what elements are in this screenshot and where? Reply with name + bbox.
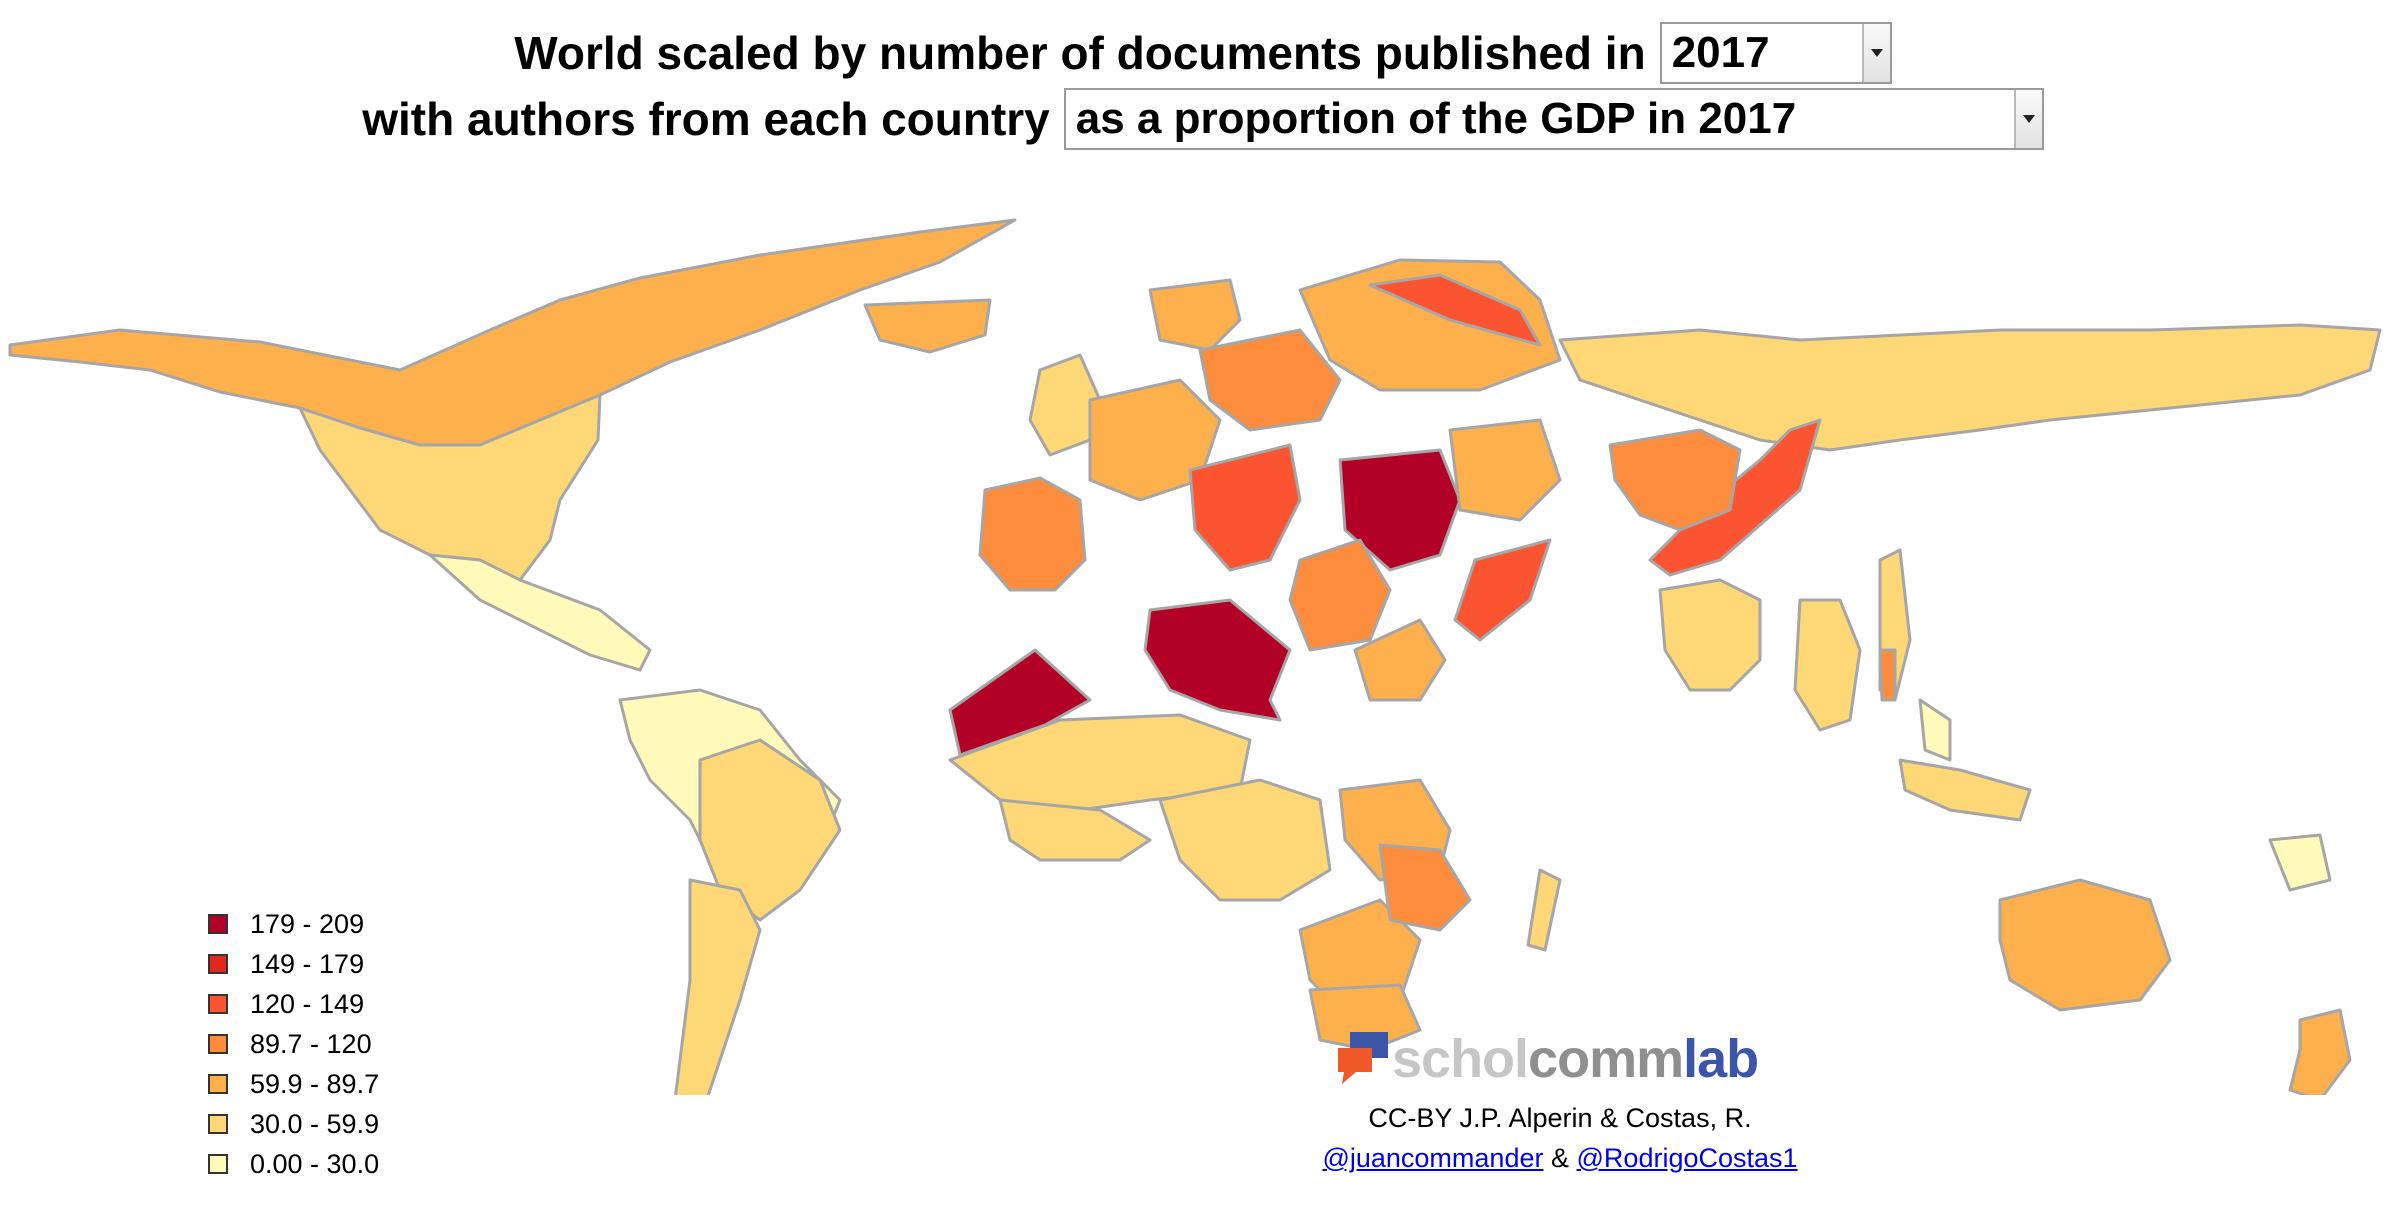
- region-central-america: [428, 553, 652, 672]
- juancommander-link[interactable]: @juancommander: [1322, 1143, 1544, 1173]
- logo-text: scholcommlab: [1392, 1028, 1759, 1090]
- region-india: [1658, 578, 1762, 692]
- title-text-2: with authors from each country: [362, 93, 1050, 145]
- legend-item: 179 - 209: [208, 904, 379, 944]
- rodrigocostas-link[interactable]: @RodrigoCostas1: [1576, 1143, 1798, 1173]
- title-line-2: with authors from each country as a prop…: [0, 88, 2406, 150]
- legend-swatch: [208, 1074, 228, 1094]
- region-iran: [1453, 538, 1552, 642]
- region-australia: [1998, 878, 2172, 1012]
- region-southeast-asia: [1793, 598, 1862, 732]
- region-north-africa-west: [948, 648, 1092, 757]
- region-siberia: [1558, 323, 2382, 452]
- region-central-africa: [1158, 778, 1332, 902]
- region-poland: [1188, 443, 1302, 572]
- region-usa: [298, 393, 602, 582]
- region-south-africa: [1308, 983, 1422, 1052]
- chevron-down-icon[interactable]: [1861, 24, 1890, 82]
- region-china: [1648, 418, 1822, 577]
- scholcommlab-logo: scholcommlab: [1336, 1028, 1759, 1090]
- region-czech: [1338, 448, 1462, 572]
- legend-label: 120 - 149: [250, 988, 365, 1019]
- map-regions: [8, 218, 2382, 1095]
- logo-text-part-3: lab: [1683, 1029, 1759, 1089]
- legend-label: 89.7 - 120: [250, 1028, 372, 1059]
- region-south-america-south: [674, 878, 762, 1095]
- region-indonesia: [1898, 758, 2032, 822]
- credits: CC-BY J.P. Alperin & Costas, R. @juancom…: [1290, 1098, 1830, 1178]
- region-central-asia: [1608, 428, 1742, 532]
- region-central-europe: [1198, 328, 1342, 432]
- legend-label: 59.9 - 89.7: [250, 1068, 380, 1099]
- measure-select[interactable]: as a proportion of the GDP in 2017: [1063, 88, 2044, 150]
- ampersand: &: [1550, 1143, 1569, 1173]
- license-line: CC-BY J.P. Alperin & Costas, R.: [1368, 1103, 1752, 1133]
- region-baltic: [1368, 273, 1542, 347]
- title-text-1: World scaled by number of documents publ…: [514, 27, 1646, 79]
- legend: 179 - 209 149 - 179 120 - 149 89.7 - 120 59.…: [208, 904, 379, 1184]
- region-pacific-island: [2268, 833, 2332, 892]
- legend-item: 59.9 - 89.7: [208, 1064, 379, 1104]
- logo-text-part-2: comm: [1528, 1029, 1684, 1089]
- region-scandinavia: [1148, 278, 1242, 352]
- region-canada: [8, 218, 1017, 447]
- legend-item: 30.0 - 59.9: [208, 1104, 379, 1144]
- region-new-zealand: [2288, 1008, 2352, 1095]
- region-brazil: [698, 738, 842, 922]
- legend-swatch: [208, 1114, 228, 1134]
- region-kenya: [1378, 843, 1472, 932]
- handles-line: @juancommander & @RodrigoCostas1: [1290, 1138, 1830, 1178]
- legend-swatch: [208, 994, 228, 1014]
- region-west-africa: [998, 798, 1152, 862]
- region-portugal: [978, 476, 1087, 592]
- chevron-down-icon[interactable]: [2013, 90, 2042, 148]
- title-line-1: World scaled by number of documents publ…: [0, 22, 2406, 84]
- logo-text-part-1: schol: [1392, 1029, 1529, 1089]
- legend-swatch: [208, 914, 228, 934]
- region-greenland-island: [863, 298, 992, 354]
- legend-label: 0.00 - 30.0: [250, 1148, 380, 1179]
- region-philippines: [1918, 698, 1952, 762]
- legend-swatch: [208, 954, 228, 974]
- legend-label: 179 - 209: [250, 908, 365, 939]
- world-cartogram-map: [8, 218, 2382, 1095]
- legend-item: 120 - 149: [208, 984, 379, 1024]
- legend-item: 89.7 - 120: [208, 1024, 379, 1064]
- legend-swatch: [208, 1154, 228, 1174]
- region-egypt: [1143, 598, 1292, 722]
- region-madagascar: [1526, 868, 1562, 952]
- region-balkans: [1288, 538, 1392, 652]
- legend-item: 0.00 - 30.0: [208, 1144, 379, 1184]
- region-russia: [1298, 258, 1562, 392]
- year-select-value: 2017: [1671, 28, 1770, 77]
- speech-bubbles-icon: [1338, 1032, 1388, 1084]
- year-select[interactable]: 2017: [1659, 22, 1892, 84]
- legend-swatch: [208, 1034, 228, 1054]
- legend-label: 30.0 - 59.9: [250, 1108, 380, 1139]
- region-taiwan: [1878, 648, 1897, 702]
- legend-label: 149 - 179: [250, 948, 365, 979]
- measure-select-value: as a proportion of the GDP in 2017: [1075, 94, 1797, 143]
- region-turkey: [1353, 618, 1447, 702]
- region-ukraine: [1448, 418, 1562, 522]
- legend-item: 149 - 179: [208, 944, 379, 984]
